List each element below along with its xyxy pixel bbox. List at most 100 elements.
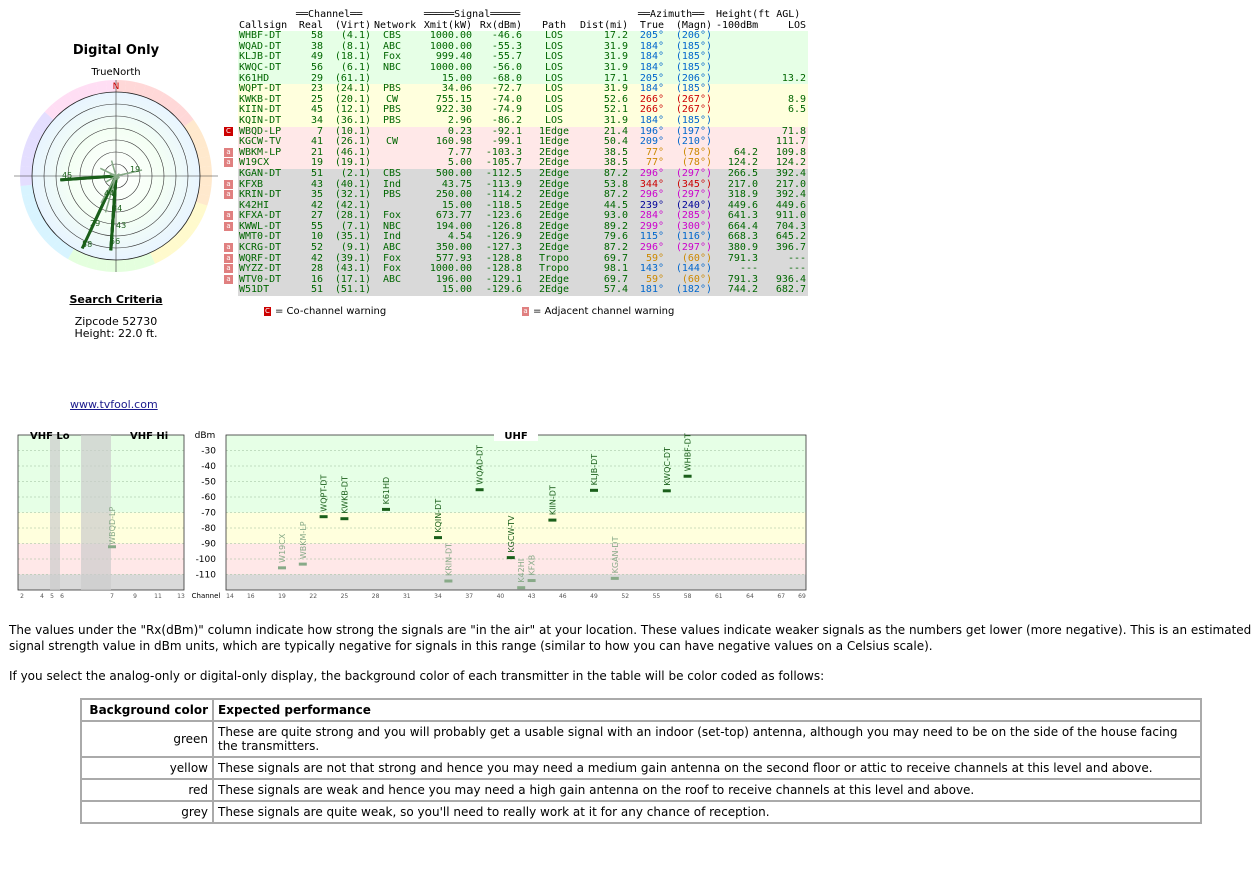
cell-dist: 31.9 (603, 40, 628, 52)
cell-xmit: 755.15 (435, 93, 472, 105)
cell-real: 7 (316, 125, 323, 137)
cell-magn: (185°) (675, 83, 712, 95)
signal-label: WBQD-LP (108, 507, 117, 545)
cell-real: 29 (310, 72, 323, 84)
adjacent-channel-legend-text: = Adjacent channel warning (533, 306, 675, 317)
polar-channel-label: 58 (82, 240, 92, 249)
zipcode-text: Zipcode 52730 (74, 315, 158, 328)
cell-callsign[interactable]: KWWL-DT (239, 220, 282, 232)
cell-rx: -55.7 (491, 51, 522, 63)
cell-callsign[interactable]: KGCW-TV (239, 136, 282, 148)
cell-los: 396.7 (775, 242, 806, 254)
uhf-channel-tick: 14 (226, 593, 234, 600)
cell-network: ABC (382, 242, 402, 254)
cell-los: --- (787, 263, 806, 275)
cell-callsign[interactable]: KRIN-DT (239, 189, 282, 201)
cell-callsign[interactable]: KFXB (239, 178, 264, 190)
cell-magn: (240°) (675, 199, 712, 211)
cell-callsign[interactable]: W51DT (239, 284, 270, 296)
adjacent-channel-warning-icon: a (224, 211, 233, 221)
performance-description: These signals are weak and hence you may… (212, 778, 1202, 802)
height-group-header: Height(ft AGL) (716, 9, 801, 20)
cell-callsign[interactable]: KGAN-DT (239, 167, 282, 179)
col-los: LOS (787, 19, 806, 31)
cell-magn: (185°) (675, 40, 712, 52)
co-channel-swatch: C (264, 306, 271, 316)
cell-real: 16 (310, 273, 323, 285)
cell-h100: 449.6 (727, 199, 758, 211)
cell-callsign[interactable]: WTV0-DT (239, 273, 282, 285)
uhf-channel-tick: 31 (403, 593, 411, 600)
station-row: KWKB-DT 25 (20.1) CW 755.15 -74.0 LOS 52.6 266° (… (238, 93, 808, 106)
cell-true: 77° (645, 157, 664, 169)
cell-callsign[interactable]: WBQD-LP (239, 125, 282, 137)
cell-callsign[interactable]: WBKM-LP (239, 146, 282, 158)
cell-callsign[interactable]: WMT0-DT (239, 231, 282, 243)
signal-label: KLJB-DT (590, 454, 599, 486)
cell-true: 196° (639, 125, 664, 137)
station-row: KGCW-TV 41 (26.1) CW 160.98 -99.1 1Edge 50.4 209… (238, 137, 808, 148)
cell-virt: (7.1) (340, 220, 371, 232)
cell-callsign[interactable]: KQIN-DT (239, 114, 282, 126)
cell-callsign[interactable]: KCRG-DT (239, 242, 282, 254)
cell-h100: 124.2 (727, 157, 758, 169)
azimuth-group-header: ══Azimuth══ (638, 9, 705, 20)
y-tick-label: -70 (201, 509, 216, 519)
cell-callsign[interactable]: K42HI (239, 199, 270, 211)
station-row: a KCRG-DT 52 (9.1) ABC 350.00 -127.3 2Edge 87.2 2… (224, 242, 808, 254)
group-header-row: ══Channel══ ═════Signal═════ ══Azimuth══… (238, 9, 808, 21)
cell-callsign[interactable]: KWQC-DT (239, 61, 282, 73)
signal-label: KFXB (528, 555, 537, 576)
color-code-intro: If you select the analog-only or digital… (9, 669, 825, 683)
cell-callsign[interactable]: W19CX (239, 157, 270, 169)
cell-callsign[interactable]: KLJB-DT (239, 51, 282, 63)
station-row: WQPT-DT 23 (24.1) PBS 34.06 -72.7 LOS 31.9 184° (… (238, 84, 808, 95)
cell-real: 49 (310, 51, 323, 63)
y-tick-label: -30 (201, 447, 216, 457)
uhf-channel-tick: 43 (528, 593, 536, 600)
y-tick-label: -50 (201, 478, 216, 488)
cell-callsign[interactable]: KIIN-DT (239, 104, 282, 116)
tvfool-link[interactable]: www.tvfool.com (70, 398, 158, 411)
cell-callsign[interactable]: WHBF-DT (239, 30, 282, 42)
cell-callsign[interactable]: WQRF-DT (239, 252, 282, 264)
cell-callsign[interactable]: KWKB-DT (239, 93, 282, 105)
performance-header-row: Background color Expected performance (80, 698, 1202, 722)
north-marker: N (113, 82, 120, 92)
cell-callsign[interactable]: K61HD (239, 72, 270, 84)
cell-callsign[interactable]: KFXA-DT (239, 210, 282, 222)
cell-true: 184° (639, 83, 664, 95)
left-panel: Digital Only TrueNorth N 19 45 44 34 58 56 43 2… (0, 0, 232, 400)
cell-virt: (2.1) (340, 167, 371, 179)
cell-path: LOS (544, 93, 564, 105)
cell-real: 10 (310, 231, 323, 243)
azimuth-spoke (110, 160, 117, 177)
cell-virt: (12.1) (334, 104, 371, 116)
station-row: WQAD-DT 38 (8.1) ABC 1000.00 -55.3 LOS 31.9 184°… (238, 40, 808, 53)
cell-dist: 44.5 (603, 199, 628, 211)
cell-true: 184° (639, 51, 664, 63)
cell-magn: (185°) (675, 61, 712, 73)
cell-xmit: 7.77 (447, 146, 472, 158)
cell-virt: (9.1) (340, 242, 371, 254)
signal-group-header: ═════Signal═════ (424, 9, 521, 20)
azimuth-spoke (112, 173, 117, 177)
cell-virt: (46.1) (334, 146, 371, 158)
station-row: a W19CX 19 (19.1) 5.00 -105.7 2Edge 38.5 77° (78°… (224, 157, 808, 169)
cell-virt: (61.1) (334, 72, 371, 84)
cell-dist: 52.1 (603, 104, 628, 116)
signal-label: KWKB-DT (340, 476, 349, 514)
cell-callsign[interactable]: WQAD-DT (239, 40, 282, 52)
cell-los: 13.2 (781, 72, 806, 84)
cell-magn: (185°) (675, 114, 712, 126)
cell-los: 124.2 (775, 157, 806, 169)
cell-real: 41 (310, 136, 323, 148)
azimuth-spoke (60, 174, 117, 182)
cell-path: 2Edge (538, 157, 570, 169)
cell-callsign[interactable]: WYZZ-DT (239, 263, 282, 275)
cell-magn: (345°) (675, 178, 712, 190)
vhf-channel-tick: 11 (154, 593, 162, 600)
cell-magn: (182°) (675, 284, 712, 296)
cell-callsign[interactable]: WQPT-DT (239, 83, 282, 95)
uhf-channel-tick: 67 (777, 593, 785, 600)
